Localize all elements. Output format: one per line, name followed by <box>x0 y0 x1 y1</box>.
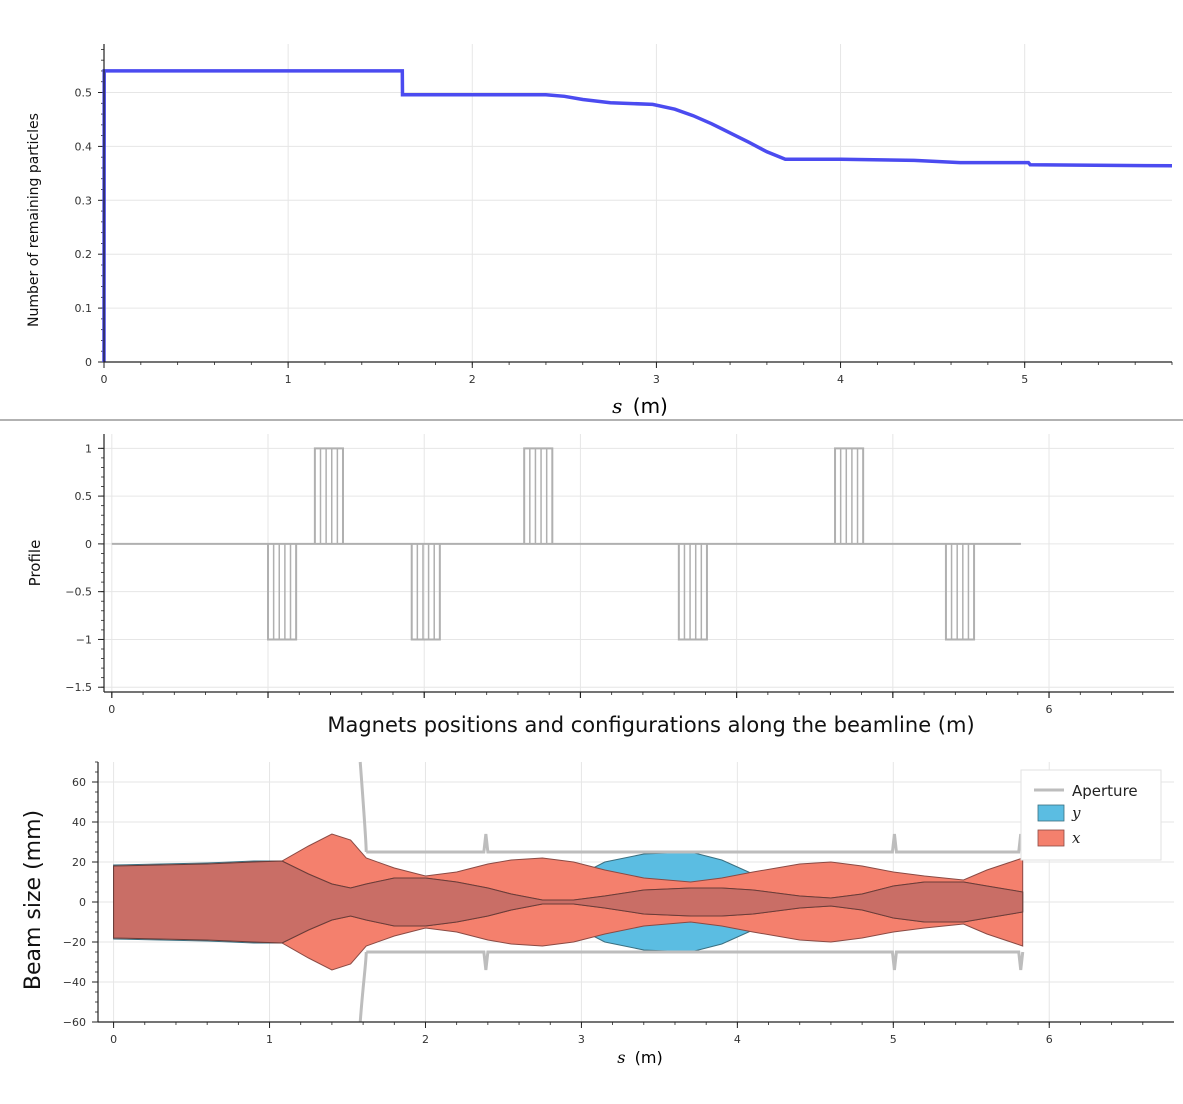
beam-y-tick-label: 0 <box>79 896 86 909</box>
beam-panel: 0 1 2 3 4 5 6 60 40 20 0 −20 −40 −60 Beam size (mm) s… <box>21 761 1174 1067</box>
legend-aperture-label: Aperture <box>1072 782 1138 800</box>
profile-y-title: Profile <box>26 540 44 587</box>
profile-y-tick-label: −0.5 <box>65 586 92 599</box>
beam-y-tick-label: −40 <box>63 976 86 989</box>
profile-lines <box>111 447 1021 641</box>
aperture-entrance-upper <box>358 761 368 853</box>
beam-y-tick-label: 20 <box>72 856 86 869</box>
survival-plot-area <box>104 44 1172 362</box>
aperture-lines <box>358 761 1025 1023</box>
beam-x-tick-label: 1 <box>266 1033 273 1046</box>
beam-x-title: s (m) <box>617 1048 662 1067</box>
profile-x-tick-label: 0 <box>108 703 115 716</box>
magnet-defocusing-outline <box>944 543 976 641</box>
beam-y-tick-label: −20 <box>63 936 86 949</box>
beam-x-tick-label: 0 <box>110 1033 117 1046</box>
beam-y-tick-label: −60 <box>63 1016 86 1029</box>
profile-y-tick-label: −1 <box>76 633 92 646</box>
aperture-upper-wall <box>366 833 1025 854</box>
survival-x-tick-label: 3 <box>653 373 660 386</box>
legend-y-swatch <box>1037 804 1065 822</box>
aperture-lower-wall <box>366 950 1025 971</box>
beam-legend: Aperture y x <box>1020 769 1162 861</box>
magnet-defocusing-outline <box>267 543 298 641</box>
beam-overlap-core <box>113 860 1024 944</box>
survival-y-tick-label: 0.3 <box>75 194 93 207</box>
survival-y-tick-label: 0.5 <box>75 87 93 100</box>
survival-x-tick-label: 4 <box>837 373 844 386</box>
magnet-defocusing-outline <box>677 543 708 641</box>
legend-x-swatch <box>1037 829 1065 847</box>
beam-y-tick-label: 40 <box>72 816 86 829</box>
survival-x-title: s (m) <box>612 394 668 418</box>
survival-y-tick-label: 0.4 <box>75 140 93 153</box>
beam-x-tick-label: 5 <box>890 1033 897 1046</box>
profile-x-tick-label: 6 <box>1046 703 1053 716</box>
profile-y-tick-label: 0.5 <box>75 490 93 503</box>
survival-x-tick-label: 0 <box>101 373 108 386</box>
survival-ticks: 0 1 2 3 4 5 0 0.1 0.2 0.3 0.4 0.5 <box>75 48 1173 386</box>
profile-panel: 0 6 1 0.5 0 −0.5 −1 −1.5 Profile Magnets positi… <box>26 434 1174 737</box>
beam-x-tick-label: 6 <box>1046 1033 1053 1046</box>
aperture-entrance-lower <box>358 951 368 1023</box>
survival-x-tick-label: 2 <box>469 373 476 386</box>
survival-line <box>102 69 1173 363</box>
beam-x-tick-label: 3 <box>578 1033 585 1046</box>
survival-grid <box>104 44 1172 362</box>
profile-plot-area <box>104 434 1174 692</box>
survival-y-tick-label: 0.1 <box>75 302 93 315</box>
magnet-defocusing-outline <box>410 543 441 641</box>
survival-y-title: Number of remaining particles <box>26 113 42 327</box>
beam-x-tick-label: 4 <box>734 1033 741 1046</box>
profile-y-tick-label: 1 <box>85 442 92 455</box>
profile-ticks: 0 6 1 0.5 0 −0.5 −1 −1.5 <box>65 442 1144 716</box>
beam-ticks: 0 1 2 3 4 5 6 60 40 20 0 −20 −40 −60 <box>63 761 1144 1046</box>
legend-y-label: y <box>1071 804 1081 822</box>
magnet-focusing-outline <box>523 447 554 544</box>
magnet-focusing-outline <box>313 447 344 544</box>
magnet-focusing-outline <box>834 447 865 544</box>
beam-y-tick-label: 60 <box>72 776 86 789</box>
survival-y-tick-label: 0.2 <box>75 248 93 261</box>
survival-x-tick-label: 1 <box>285 373 292 386</box>
profile-y-tick-label: −1.5 <box>65 681 92 694</box>
beam-y-title: Beam size (mm) <box>21 810 46 990</box>
profile-y-tick-label: 0 <box>85 538 92 551</box>
survival-y-tick-label: 0 <box>85 356 92 369</box>
survival-panel: 0 1 2 3 4 5 0 0.1 0.2 0.3 0.4 0.5 Number of remaini… <box>26 44 1173 418</box>
beam-x-tick-label: 2 <box>422 1033 429 1046</box>
legend-x-label: x <box>1072 829 1081 847</box>
survival-x-tick-label: 5 <box>1021 373 1028 386</box>
profile-x-title: Magnets positions and configurations alo… <box>327 713 974 737</box>
